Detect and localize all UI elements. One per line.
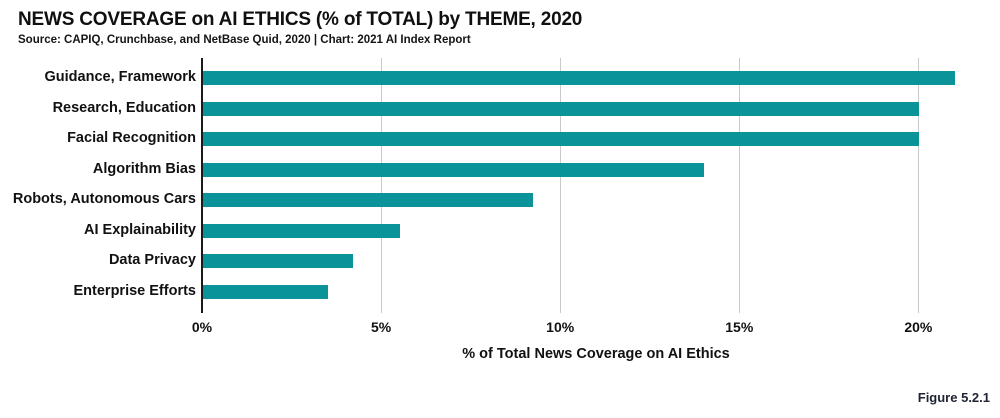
category-label: Robots, Autonomous Cars [12,191,196,208]
category-label: Data Privacy [108,252,196,269]
bar [203,254,354,269]
bar [203,223,400,238]
chart-title: NEWS COVERAGE on AI ETHICS (% of TOTAL) … [18,9,583,30]
category-label: AI Explainability [84,221,196,238]
x-tick-label: 5% [370,319,392,335]
x-tick-label: 10% [546,319,575,335]
bar [203,132,920,147]
category-label: Algorithm Bias [92,160,196,177]
x-tick-label: 20% [904,319,933,335]
bar [203,162,705,177]
x-tick-label: 15% [725,319,754,335]
bar [203,71,956,85]
category-label: Guidance, Framework [44,69,197,85]
x-tick-label: 0% [191,319,213,335]
x-axis-title: % of Total News Coverage on AI Ethics [462,346,730,362]
plot-area [202,58,990,305]
bar [203,284,329,299]
figure-label: Figure 5.2.1 [917,390,990,405]
category-label: Research, Education [52,99,196,116]
category-label: Enterprise Efforts [73,282,196,299]
category-label: Facial Recognition [67,130,196,147]
bar [203,101,920,116]
bar [203,193,533,208]
chart-source: Source: CAPIQ, Crunchbase, and NetBase Q… [18,34,471,46]
